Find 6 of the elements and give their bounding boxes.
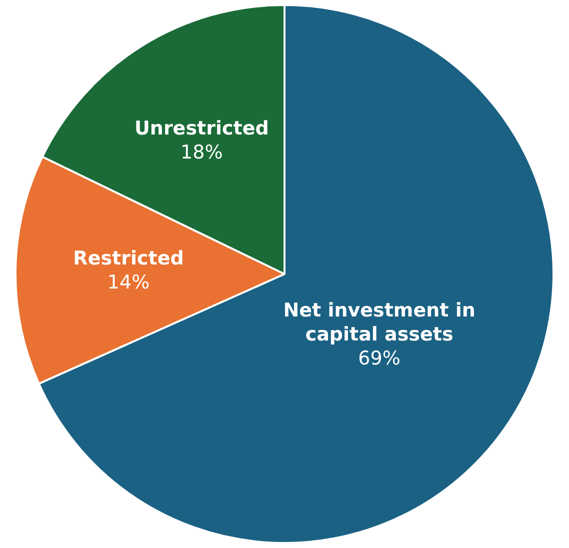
- slice-label: Restricted: [73, 248, 184, 270]
- slice-label: Net investment in capital assets: [283, 299, 476, 346]
- data-label: 69%: [358, 347, 400, 370]
- data-label: 18%: [180, 142, 223, 164]
- data-label: 14%: [107, 272, 150, 294]
- slice-label: Unrestricted: [134, 118, 269, 140]
